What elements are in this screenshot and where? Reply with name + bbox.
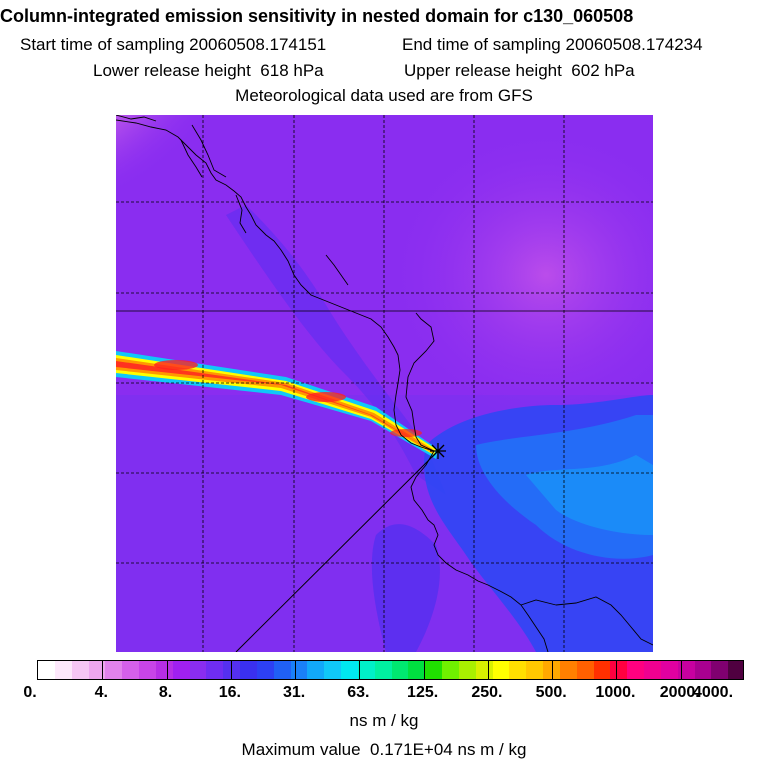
sensitivity-map xyxy=(116,115,653,652)
colorbar-label: 250. xyxy=(471,684,503,701)
colorbar-tick xyxy=(102,661,104,679)
met-data-line: Meteorological data used are from GFS xyxy=(235,86,533,105)
colorbar-label: 125. xyxy=(407,684,439,701)
maximum-value: Maximum value 0.171E+04 ns m / kg xyxy=(241,740,527,759)
colorbar-swatch xyxy=(442,661,460,679)
colorbar-tick xyxy=(487,661,489,679)
colorbar-swatch xyxy=(341,661,359,679)
colorbar-swatch xyxy=(728,661,743,679)
colorbar-swatch xyxy=(593,661,611,679)
colorbar-swatch xyxy=(290,661,308,679)
colorbar-swatch xyxy=(492,661,510,679)
map-canvas xyxy=(116,115,653,652)
colorbar-swatch xyxy=(357,661,376,679)
colorbar-swatch xyxy=(155,661,174,679)
colorbar-swatch xyxy=(307,661,325,679)
colorbar-swatch xyxy=(223,661,241,679)
colorbar-swatch xyxy=(543,661,561,679)
upper-release-height: Upper release height 602 hPa xyxy=(404,61,635,80)
start-time-label: Start time of sampling 20060508.174151 xyxy=(20,35,327,54)
colorbar-swatch xyxy=(189,661,207,679)
northwest-high-region xyxy=(116,115,246,225)
colorbar-swatch xyxy=(374,661,393,679)
colorbar-tick xyxy=(616,661,618,679)
colorbar-swatch xyxy=(256,661,275,679)
end-time-label: End time of sampling 20060508.174234 xyxy=(402,35,703,54)
colorbar-label: 31. xyxy=(282,684,306,701)
lower-release-height: Lower release height 618 hPa xyxy=(93,61,324,80)
colorbar-tick xyxy=(680,661,682,679)
colorbar-tick xyxy=(166,661,168,679)
colorbar-swatch xyxy=(475,661,494,679)
colorbar-swatch xyxy=(240,661,258,679)
colorbar-label: 0. xyxy=(23,684,37,701)
colorbar xyxy=(37,660,744,680)
map-title: Column-integrated emission sensitivity i… xyxy=(0,6,634,26)
plume-core xyxy=(116,361,432,451)
colorbar-swatch xyxy=(273,661,292,679)
colorbar-swatch xyxy=(660,661,679,679)
colorbar-swatch xyxy=(458,661,477,679)
colorbar-tick xyxy=(423,661,425,679)
east-high-region xyxy=(386,125,653,425)
colorbar-label: 4. xyxy=(94,684,108,701)
end-time-value: 20060508.174234 xyxy=(565,35,703,54)
colorbar-swatch xyxy=(677,661,696,679)
colorbar-swatch xyxy=(172,661,191,679)
colorbar-swatch xyxy=(644,661,662,679)
colorbar-label: 4000. xyxy=(692,684,734,701)
colorbar-swatch xyxy=(576,661,595,679)
colorbar-swatch xyxy=(509,661,527,679)
lat-lon-grid xyxy=(116,115,653,652)
colorbar-tick xyxy=(230,661,232,679)
colorbar-label: 16. xyxy=(218,684,241,701)
colorbar-tick xyxy=(359,661,361,679)
colorbar-swatch xyxy=(425,661,443,679)
colorbar-units: ns m / kg xyxy=(349,711,419,730)
colorbar-swatch xyxy=(408,661,426,679)
colorbar-tick xyxy=(552,661,554,679)
colorbar-label: 1000. xyxy=(595,684,636,701)
start-time-value: 20060508.174151 xyxy=(189,35,327,54)
colorbar-label: 500. xyxy=(535,684,567,701)
colorbar-tick xyxy=(295,661,297,679)
colorbar-swatch xyxy=(206,661,224,679)
plume-yellow xyxy=(116,355,436,455)
colorbar-label: 2000. xyxy=(659,684,700,701)
colorbar-swatch xyxy=(38,661,56,679)
coastline xyxy=(116,115,653,652)
colorbar-swatch xyxy=(627,661,645,679)
colorbar-swatch xyxy=(139,661,157,679)
colorbar-label: 63. xyxy=(347,684,370,701)
colorbar-swatch xyxy=(324,661,342,679)
colorbar-swatch xyxy=(559,661,578,679)
colorbar-swatch xyxy=(105,661,123,679)
trajectory-line xyxy=(235,450,439,652)
colorbar-swatch xyxy=(122,661,140,679)
colorbar-label: 8. xyxy=(158,684,173,701)
colorbar-swatch xyxy=(54,661,73,679)
colorbar-swatch xyxy=(88,661,106,679)
colorbar-swatch xyxy=(610,661,628,679)
colorbar-swatch xyxy=(694,661,712,679)
colorbar-swatch xyxy=(526,661,544,679)
colorbar-swatch xyxy=(71,661,90,679)
maximum-value-number: 0.171E+04 ns m / kg xyxy=(370,740,527,759)
release-point-marker xyxy=(430,443,446,459)
colorbar-swatch xyxy=(391,661,409,679)
colorbar-swatch xyxy=(711,661,729,679)
